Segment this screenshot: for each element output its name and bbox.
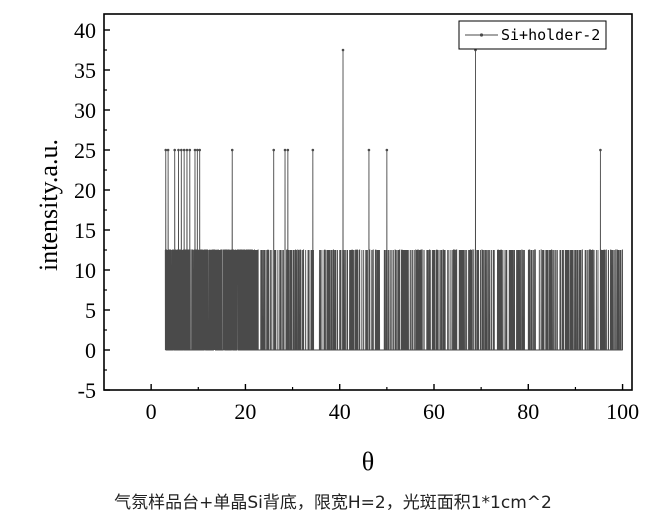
caption: 气氛样品台+单晶Si背底，限宽H=2，光斑面积1*1cm^2	[114, 493, 552, 513]
peak-point	[367, 148, 371, 152]
legend-entry-label: Si+holder-2	[501, 26, 600, 44]
peak-point	[599, 148, 602, 152]
peak-point	[182, 148, 186, 152]
peak-point	[286, 148, 290, 152]
peak-point	[180, 148, 183, 152]
peak-point	[177, 148, 180, 152]
peak-point	[230, 148, 234, 152]
peak-point	[341, 48, 345, 52]
y-tick-label: 20	[74, 178, 96, 203]
x-tick-label: 20	[234, 399, 256, 424]
x-tick-label: 100	[606, 399, 639, 424]
legend: Si+holder-2	[458, 20, 607, 50]
peak-point	[164, 148, 168, 152]
y-tick-label: 5	[85, 298, 96, 323]
x-tick-label: 40	[329, 399, 351, 424]
peak-point	[185, 148, 189, 152]
series-line	[164, 49, 624, 351]
peak-point	[385, 148, 389, 152]
peak-point	[166, 148, 170, 152]
peak-point	[193, 148, 197, 152]
axes	[103, 13, 633, 391]
peak-point	[283, 148, 287, 152]
peak-point	[311, 148, 315, 152]
x-tick-label: 0	[146, 399, 157, 424]
y-tick-label: 10	[74, 258, 96, 283]
x-axis-title: θ	[362, 447, 374, 476]
y-tick-label: 40	[74, 18, 96, 43]
y-tick-label: 15	[74, 218, 96, 243]
y-axis-title: intensity.a.u.	[34, 139, 63, 271]
legend-marker-swatch	[479, 33, 484, 37]
peak-point	[196, 148, 199, 152]
peak-point	[198, 148, 201, 152]
peak-point	[272, 148, 276, 152]
plot-frame	[103, 13, 633, 391]
peak-point	[188, 148, 192, 152]
x-tick-label: 80	[517, 399, 539, 424]
series-si-holder-2	[164, 48, 624, 351]
y-tick-label: -5	[78, 378, 96, 403]
y-tick-label: 35	[74, 58, 96, 83]
peak-point	[173, 148, 177, 152]
y-tick-label: 30	[74, 98, 96, 123]
tick-labels: 0 20 40 60 80 100 -5 0 5 10 15 20 25 30 35 40	[74, 18, 639, 424]
y-tick-label: 0	[85, 338, 96, 363]
y-tick-label: 25	[74, 138, 96, 163]
x-tick-label: 60	[423, 399, 445, 424]
